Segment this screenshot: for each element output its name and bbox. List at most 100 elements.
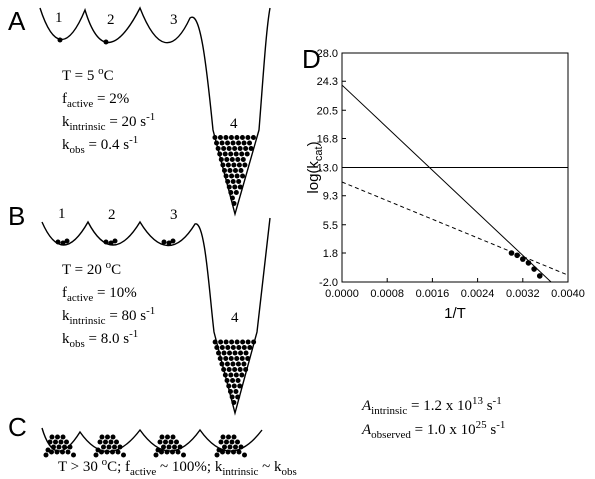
molecule: [110, 449, 115, 455]
molecule: [60, 240, 66, 246]
molecule: [165, 434, 170, 440]
molecule: [237, 367, 243, 372]
molecule: [236, 449, 242, 455]
molecule: [218, 157, 224, 162]
text-segment: = 0.4 s: [85, 137, 129, 153]
molecule: [103, 239, 109, 245]
molecule: [248, 146, 254, 151]
molecule: [97, 439, 103, 445]
molecule: [232, 184, 238, 190]
molecule: [212, 339, 218, 345]
condition-text: factive = 2%: [62, 91, 129, 110]
molecule: [214, 345, 220, 350]
molecule: [240, 339, 246, 345]
molecule: [242, 162, 248, 168]
molecule: [243, 146, 249, 151]
well-label: 3: [170, 207, 178, 223]
text-segment: o: [106, 259, 112, 271]
molecule: [236, 162, 242, 168]
text-segment: s: [483, 398, 493, 414]
text-segment: ~ k: [258, 459, 282, 475]
molecule: [108, 240, 114, 246]
molecule: [231, 449, 236, 455]
text-segment: T = 20: [62, 262, 106, 278]
molecule: [217, 151, 223, 157]
molecule: [231, 162, 237, 168]
molecule: [51, 444, 56, 450]
molecule: [49, 434, 55, 440]
molecule: [245, 339, 251, 345]
arrhenius-equation: Aintrinsic = 1.2 x 1013 s-1: [361, 395, 502, 417]
text-segment: log(k: [305, 161, 322, 194]
molecule: [64, 439, 69, 445]
molecule: [58, 439, 64, 445]
molecule: [55, 239, 61, 245]
molecule: [233, 372, 239, 378]
molecule: [236, 140, 242, 146]
molecule: [62, 444, 67, 450]
molecule: [157, 439, 163, 445]
molecule: [228, 135, 234, 140]
text-segment: intrinsic: [371, 405, 407, 417]
molecule: [241, 140, 247, 146]
text-segment: = 20 s: [106, 114, 147, 130]
text-segment: -1: [129, 134, 138, 146]
data-point: [536, 273, 543, 279]
molecule: [239, 372, 245, 378]
condition-text: kobs = 0.4 s-1: [62, 134, 138, 156]
panel-label: C: [8, 412, 27, 442]
text-segment: o: [98, 65, 104, 77]
text-segment: k: [62, 331, 70, 347]
molecule: [67, 444, 73, 450]
molecule: [163, 439, 168, 445]
molecule: [93, 452, 99, 458]
text-segment: = 1.0 x 10: [411, 422, 476, 438]
molecule: [219, 361, 225, 367]
molecule: [177, 444, 183, 450]
molecule: [121, 452, 126, 458]
molecule: [231, 201, 237, 206]
molecule: [218, 339, 224, 345]
molecule: [168, 439, 174, 445]
molecule: [225, 179, 231, 184]
molecule: [221, 168, 227, 173]
text-segment: = 1.2 x 10: [407, 398, 472, 414]
molecule: [244, 151, 250, 157]
molecule: [226, 146, 232, 151]
panel-label: D: [302, 44, 321, 74]
molecule: [117, 444, 123, 450]
text-segment: observed: [371, 429, 411, 441]
text-segment: k: [62, 137, 70, 153]
molecule: [221, 367, 227, 372]
molecule: [215, 146, 221, 151]
molecule: [220, 162, 226, 168]
x-tick-label: 0.0000: [325, 288, 359, 300]
condition-text: kintrinsic = 80 s-1: [62, 305, 155, 327]
text-segment: f: [62, 285, 67, 301]
molecule: [236, 179, 242, 184]
molecule: [238, 444, 244, 450]
molecule: [228, 151, 234, 157]
molecule: [238, 350, 244, 356]
molecule: [234, 339, 240, 345]
molecule: [99, 434, 105, 440]
y-tick-label: 9.3: [323, 191, 338, 203]
text-segment: -1: [493, 395, 502, 407]
molecule: [247, 345, 253, 350]
molecule: [229, 439, 235, 445]
molecule: [55, 434, 60, 440]
text-segment: C: [111, 262, 121, 278]
molecule: [226, 383, 232, 389]
text-segment: = 80 s: [106, 308, 147, 324]
well-label: 1: [55, 10, 63, 26]
x-tick-label: 0.0024: [461, 288, 495, 300]
molecule: [230, 140, 236, 146]
molecule: [221, 146, 227, 151]
molecule: [226, 184, 232, 190]
panel-label: A: [8, 6, 26, 36]
condition-text: factive = 10%: [62, 285, 137, 304]
text-segment: ~ 100%; k: [156, 459, 223, 475]
x-tick-label: 0.0040: [551, 288, 585, 300]
molecule: [238, 168, 244, 173]
molecule: [225, 449, 231, 455]
